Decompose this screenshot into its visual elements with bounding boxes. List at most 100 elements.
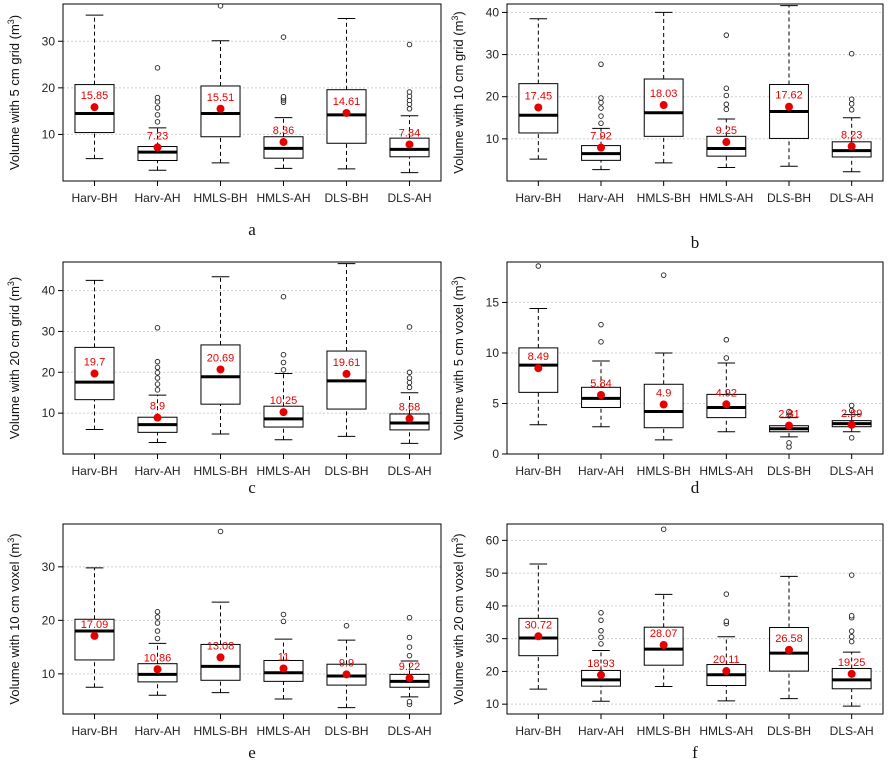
outlier-point (154, 65, 161, 71)
box-hmls-ah: 9.25 (706, 32, 747, 169)
x-tick-label: DLS-AH (830, 724, 874, 738)
outlier-point (154, 614, 161, 620)
outlier-point (154, 364, 161, 371)
box-dls-bh: 14.61 (326, 17, 367, 170)
y-tick-label: 10 (42, 406, 56, 420)
mean-point (342, 108, 351, 117)
y-tick-label: 10 (486, 132, 500, 146)
mean-label: 8.36 (273, 125, 294, 137)
y-axis-title: Volume with 10 cm voxel (m3) (6, 533, 22, 704)
box-dls-ah: 2.89 (831, 402, 872, 441)
plot-frame (506, 261, 884, 455)
box-harv-bh: 19.7 (74, 279, 115, 430)
mean-point (90, 369, 99, 378)
outlier-point (848, 435, 855, 441)
outlier-point (406, 375, 413, 381)
outlier-point (154, 94, 161, 101)
box-dls-bh: 9.9 (326, 622, 367, 709)
outlier-point (406, 106, 413, 112)
x-tick-label: DLS-BH (767, 464, 811, 478)
outlier-point (406, 384, 413, 391)
mean-point (847, 142, 856, 151)
outlier-point (598, 105, 604, 111)
outlier-point (848, 107, 855, 113)
x-tick-label: HMLS-BH (193, 191, 247, 205)
mean-point (659, 400, 668, 409)
y-tick-label: 30 (42, 324, 56, 338)
outlier-point (154, 369, 161, 376)
mean-point (659, 101, 668, 110)
outlier-point (406, 369, 413, 376)
x-tick-label: HMLS-BH (193, 464, 247, 478)
outlier-point (406, 379, 413, 386)
outlier-point (848, 628, 855, 634)
box-dls-bh: 17.62 (769, 5, 809, 167)
mean-label: 18.03 (650, 88, 678, 100)
outlier-point (660, 526, 667, 532)
mean-point (216, 104, 225, 113)
plot-frame (62, 261, 442, 455)
mean-point (216, 365, 225, 374)
outlier-point (280, 618, 287, 625)
x-tick-label: HMLS-BH (193, 724, 247, 738)
outlier-point (848, 633, 855, 640)
box-hmls-ah: 4.92 (706, 337, 747, 433)
y-tick-label: 20 (42, 365, 56, 379)
mean-point (659, 640, 668, 649)
outlier-point (786, 440, 792, 446)
outlier-point (598, 61, 604, 68)
box-harv-bh: 30.72 (518, 563, 559, 690)
mean-label: 10.86 (144, 652, 172, 664)
outlier-point (848, 612, 855, 619)
x-tick-label: DLS-BH (767, 191, 811, 205)
y-axis-title: Volume with 20 cm grid (m3) (6, 277, 22, 440)
outlier-point (406, 652, 413, 659)
outlier-point (723, 92, 730, 99)
outlier-point (723, 85, 730, 92)
outlier-point (598, 99, 604, 106)
outlier-point (848, 572, 855, 578)
y-axis-title-exponent: 3 (450, 280, 460, 285)
y-axis-title-main: Volume with 5 cm voxel (m (451, 285, 466, 440)
box-dls-ah: 19.25 (831, 572, 872, 707)
outlier-point (598, 113, 604, 119)
outlier-point (598, 120, 604, 127)
mean-point (847, 420, 856, 429)
mean-point (279, 664, 288, 673)
mean-label: 7.84 (399, 127, 420, 139)
outlier-point (154, 358, 161, 365)
outlier-point (723, 106, 730, 113)
outlier-point (848, 638, 855, 645)
mean-point (722, 667, 731, 676)
outlier-point (598, 95, 604, 101)
y-tick-label: 10 (486, 346, 500, 360)
mean-point (534, 103, 543, 112)
y-axis-title-exponent: 3 (6, 538, 16, 543)
box-dls-ah: 8.23 (831, 50, 872, 173)
outlier-point (154, 387, 161, 393)
mean-point (405, 414, 414, 423)
plot-frame (62, 523, 442, 715)
outlier-point (406, 324, 413, 330)
plot-frame (62, 3, 442, 182)
x-tick-label: Harv-BH (515, 464, 561, 478)
x-tick-label: HMLS-AH (256, 724, 310, 738)
box-hmls-bh: 4.9 (643, 272, 684, 441)
outlier-point (154, 609, 161, 615)
x-tick-label: Harv-BH (71, 724, 117, 738)
mean-label: 9.22 (399, 661, 420, 673)
x-tick-label: Harv-AH (578, 464, 624, 478)
box-harv-bh: 17.09 (74, 567, 115, 688)
y-tick-label: 5 (492, 396, 499, 410)
y-tick-label: 40 (42, 284, 56, 298)
outlier-point (406, 644, 413, 650)
x-tick-label: HMLS-AH (699, 191, 753, 205)
x-tick-label: Harv-AH (578, 724, 624, 738)
iqr-box (74, 346, 115, 401)
outlier-point (154, 325, 161, 331)
outlier-point (280, 293, 287, 300)
x-tick-label: DLS-AH (830, 191, 874, 205)
mean-point (785, 645, 793, 654)
box-dls-ah: 8.68 (389, 324, 430, 444)
mean-label: 5.84 (590, 378, 611, 390)
